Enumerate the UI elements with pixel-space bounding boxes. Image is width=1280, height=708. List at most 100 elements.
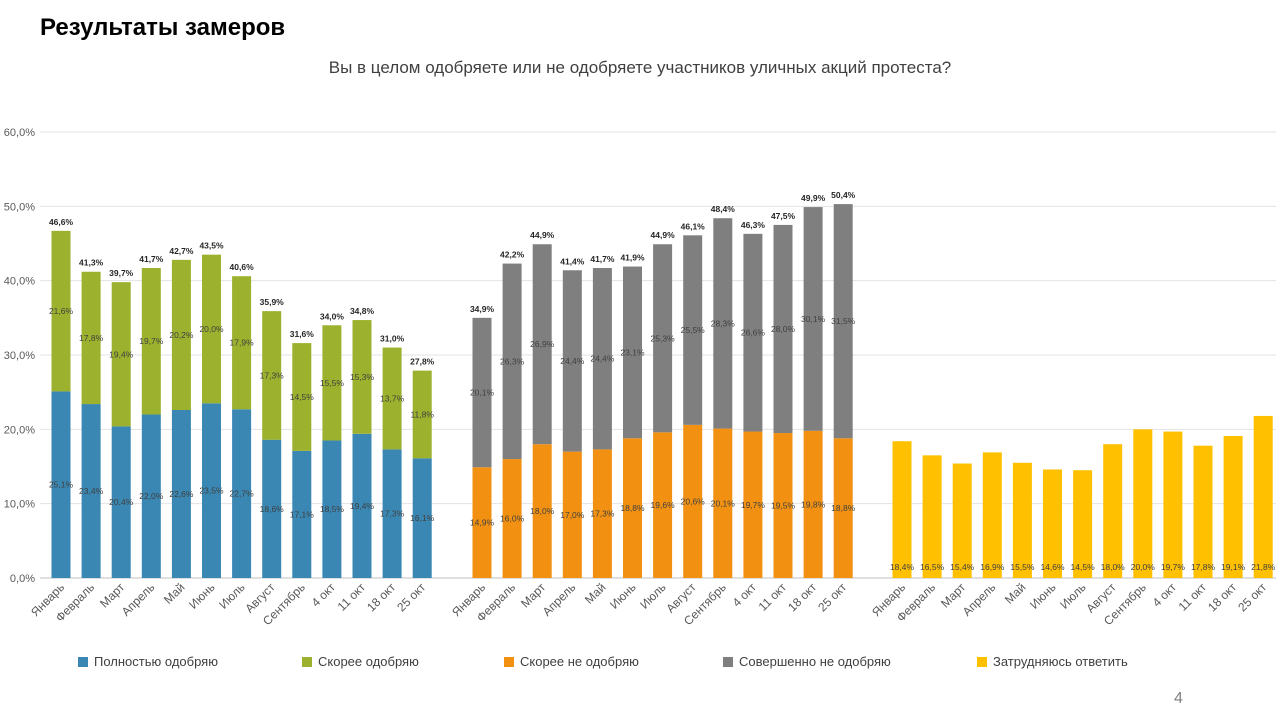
data-label: 24,4% [560, 356, 585, 366]
data-label: 25,5% [681, 325, 706, 335]
bar-segment [592, 449, 612, 578]
data-label: 16,0% [500, 514, 525, 524]
x-tick-label: Апрель [960, 580, 999, 619]
data-label: 20,4% [109, 497, 134, 507]
bar-segment [292, 343, 312, 451]
data-label: 22,6% [169, 489, 194, 499]
bar-segment [232, 409, 252, 578]
data-label: 21,6% [49, 306, 74, 316]
data-label: 26,9% [530, 339, 555, 349]
x-tick-label: Июнь [1027, 580, 1058, 611]
bar-segment [502, 263, 522, 460]
bar-segment [892, 441, 912, 578]
total-label: 46,1% [681, 221, 706, 231]
bar-segment [653, 432, 673, 578]
total-label: 44,9% [651, 230, 676, 240]
bar-segment [922, 455, 942, 578]
bar-segment [803, 430, 823, 578]
total-label: 27,8% [410, 357, 435, 367]
bar-segment [1043, 469, 1062, 578]
data-label: 30,1% [801, 314, 826, 324]
bar-segment [171, 259, 191, 411]
bar-segment [623, 266, 642, 439]
total-label: 34,0% [320, 311, 345, 321]
chart-title: Вы в целом одобряете или не одобряете уч… [328, 58, 952, 77]
data-label: 25,1% [49, 480, 74, 490]
y-tick-label: 60,0% [4, 127, 35, 139]
legend-item-full-approve: Полностью одобряю [78, 654, 218, 669]
x-tick-label: Май [1002, 580, 1029, 607]
y-tick-label: 50,0% [4, 201, 35, 213]
legend-label: Скорее одобряю [318, 654, 419, 669]
total-label: 31,6% [290, 329, 315, 339]
page-title: Результаты замеров [40, 14, 286, 41]
data-label: 19,7% [139, 336, 164, 346]
page-number: 4 [1174, 690, 1183, 707]
data-label: 20,6% [681, 496, 706, 506]
total-label: 41,4% [560, 256, 585, 266]
bar-segment [472, 467, 492, 578]
x-tick-label: 25 окт [1235, 580, 1269, 614]
data-label: 19,5% [771, 501, 796, 511]
total-label: 46,3% [741, 220, 766, 230]
total-label: 41,7% [590, 254, 615, 264]
legend-swatch [977, 656, 987, 667]
chart-legend: Полностью одобряю Скорее одобряю Скорее … [0, 654, 1280, 674]
data-label: 22,7% [230, 489, 255, 499]
bar-segment [683, 235, 703, 425]
total-label: 39,7% [109, 268, 134, 278]
bar-segment [232, 276, 252, 410]
bar-segment [982, 452, 1002, 578]
x-tick-label: 18 окт [785, 580, 819, 614]
data-label: 19,8% [801, 499, 826, 509]
total-label: 42,2% [500, 250, 525, 260]
bar-segment [81, 271, 101, 405]
data-label: 23,1% [620, 347, 645, 357]
bar-segment [1193, 445, 1213, 578]
data-label: 19,4% [109, 349, 134, 359]
data-label: 17,3% [260, 370, 285, 380]
bar-segment [653, 244, 673, 433]
y-tick-label: 30,0% [4, 350, 35, 362]
bar-segment [743, 431, 763, 578]
bar-segment [743, 233, 763, 432]
x-tick-label: Июнь [186, 580, 217, 611]
data-label: 18,4% [890, 562, 915, 572]
bar-segment [1073, 470, 1093, 578]
data-label: 14,5% [1071, 562, 1096, 572]
bar-segment [382, 449, 402, 578]
total-label: 41,3% [79, 258, 104, 268]
y-tick-label: 0,0% [10, 573, 35, 585]
y-tick-label: 40,0% [4, 276, 35, 288]
bar-segment [1012, 462, 1032, 578]
bar-segment [262, 439, 282, 578]
total-label: 34,8% [350, 306, 375, 316]
bar-segment [81, 404, 101, 578]
bar-segment [713, 428, 733, 578]
legend-swatch [78, 656, 88, 667]
total-label: 46,6% [49, 217, 74, 227]
data-label: 26,3% [500, 356, 525, 366]
data-label: 24,4% [590, 354, 615, 364]
legend-item-undecided: Затрудняюсь ответить [977, 654, 1128, 669]
bar-segment [51, 230, 71, 392]
data-label: 15,4% [950, 562, 975, 572]
bar-segment [382, 347, 402, 450]
data-label: 19,7% [1161, 562, 1186, 572]
bar-segment [111, 426, 131, 578]
legend-label: Совершенно не одобряю [739, 654, 891, 669]
bar-segment [141, 268, 161, 415]
bar-segment [1163, 431, 1183, 578]
data-label: 16,9% [980, 562, 1005, 572]
total-label: 43,5% [199, 241, 224, 251]
x-tick-label: Апрель [540, 580, 579, 619]
data-label: 20,0% [1131, 562, 1156, 572]
bar-segment [412, 458, 432, 578]
data-label: 23,5% [199, 486, 224, 496]
data-label: 20,2% [169, 330, 194, 340]
y-tick-label: 10,0% [4, 499, 35, 511]
total-label: 35,9% [260, 297, 285, 307]
x-tick-label: 18 окт [1205, 580, 1239, 614]
legend-item-rather-approve: Скорее одобряю [302, 654, 419, 669]
data-label: 16,5% [920, 562, 945, 572]
